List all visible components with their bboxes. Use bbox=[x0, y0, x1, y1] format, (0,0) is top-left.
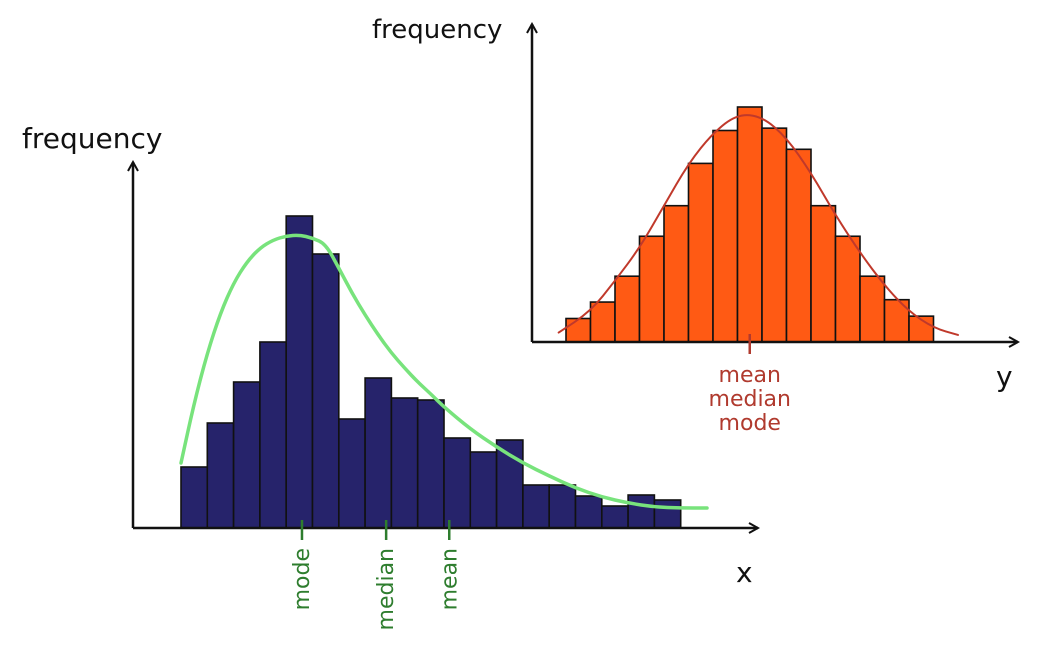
histogram-bar bbox=[810, 204, 837, 343]
histogram-bar bbox=[259, 341, 287, 529]
mode-label: mode bbox=[719, 411, 781, 436]
right-chart: frequency y mean median mode bbox=[372, 15, 1018, 436]
left-chart: frequency x mode median mean bbox=[22, 122, 758, 630]
histogram-bar bbox=[589, 301, 616, 343]
histogram-bar bbox=[522, 484, 551, 529]
histogram-bar bbox=[638, 235, 665, 343]
histogram-bar bbox=[614, 275, 641, 343]
histogram-bar bbox=[180, 466, 209, 529]
histogram-bar bbox=[687, 162, 714, 343]
histogram-bar bbox=[416, 399, 445, 529]
histogram-bar bbox=[653, 499, 682, 529]
histogram-bar bbox=[469, 451, 498, 529]
histogram-bar bbox=[548, 484, 577, 529]
mean-label: mean bbox=[719, 363, 781, 388]
histogram-bar bbox=[337, 418, 366, 529]
histogram-bar bbox=[443, 437, 472, 529]
histogram-bar bbox=[206, 422, 235, 529]
right-density-curve bbox=[557, 114, 959, 336]
histogram-bar bbox=[663, 204, 690, 343]
histogram-bar bbox=[627, 494, 656, 529]
mode-label: mode bbox=[290, 548, 315, 610]
histogram-bar bbox=[600, 505, 629, 529]
histogram-bar bbox=[712, 129, 739, 343]
histogram-bar bbox=[364, 377, 393, 529]
histogram-bar bbox=[785, 148, 812, 343]
left-markers: mode median mean bbox=[290, 520, 462, 630]
histogram-bar bbox=[232, 381, 261, 529]
histogram-bar bbox=[574, 495, 603, 529]
right-x-axis-label: y bbox=[996, 360, 1013, 393]
median-label: median bbox=[709, 387, 791, 412]
right-bars bbox=[565, 106, 935, 343]
histogram-bar bbox=[834, 235, 861, 343]
histogram-bar bbox=[311, 253, 340, 529]
left-density-curve bbox=[179, 233, 709, 510]
median-label: median bbox=[374, 548, 399, 630]
histogram-bar bbox=[285, 215, 314, 529]
left-bars bbox=[180, 215, 682, 529]
histogram-bar bbox=[390, 397, 419, 529]
left-y-axis-label: frequency bbox=[22, 122, 162, 155]
left-x-axis-label: x bbox=[736, 556, 753, 589]
mean-label: mean bbox=[437, 548, 462, 610]
histogram-bar bbox=[761, 127, 788, 343]
histogram-bar bbox=[565, 317, 592, 343]
right-y-axis-label: frequency bbox=[372, 15, 502, 45]
histogram-bar bbox=[859, 275, 886, 343]
histogram-bar bbox=[736, 106, 763, 343]
